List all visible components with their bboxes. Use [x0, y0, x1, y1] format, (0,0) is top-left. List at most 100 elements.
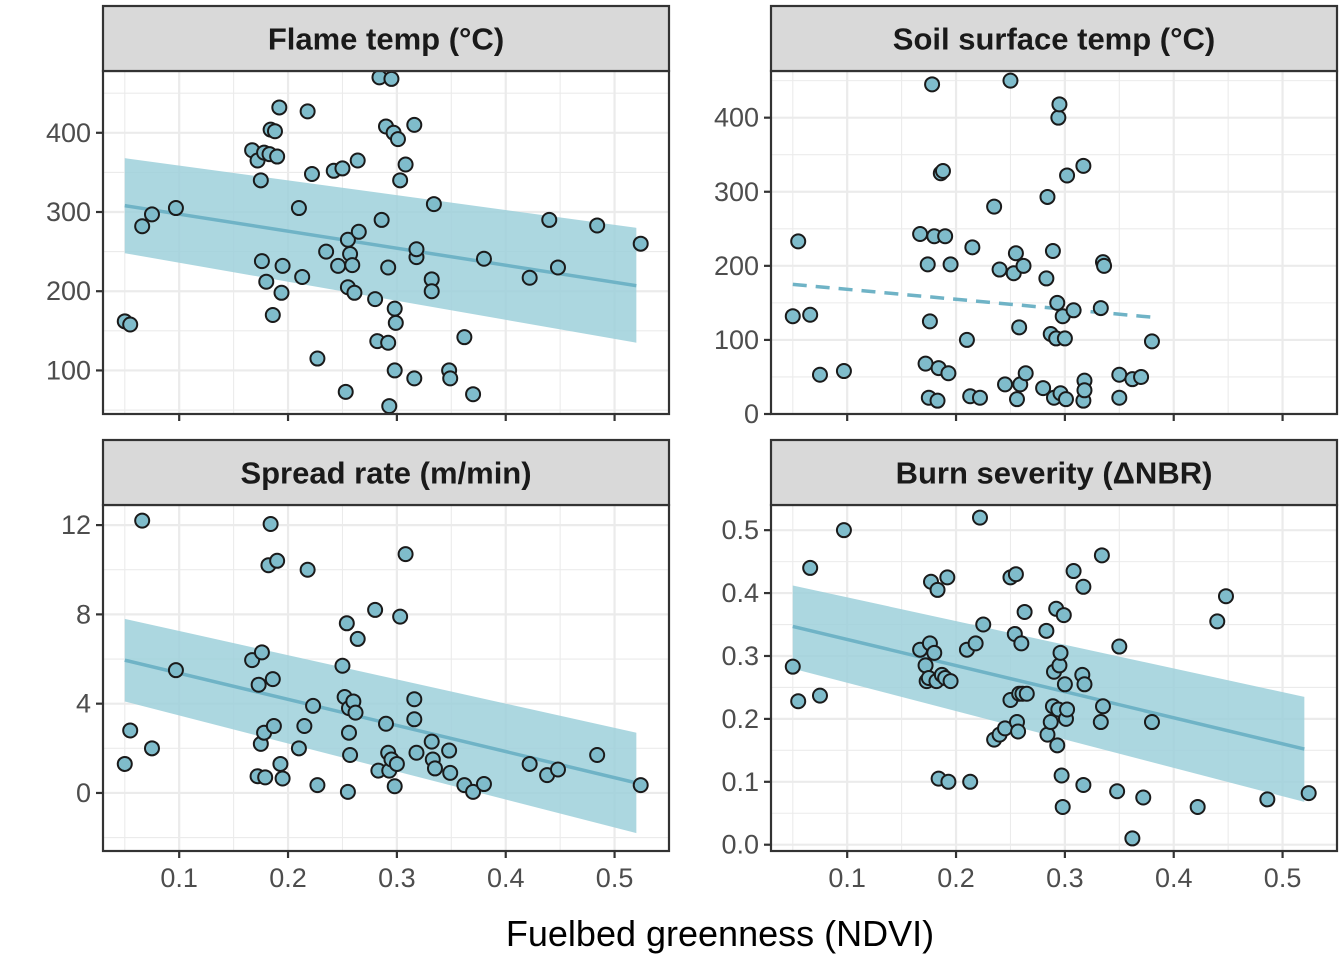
data-point — [811, 366, 828, 383]
data-point — [381, 398, 398, 414]
data-point — [344, 257, 361, 274]
data-point — [167, 662, 184, 679]
data-point — [334, 160, 351, 177]
y-tick-label: 0.5 — [721, 515, 759, 545]
x-tick-label: 0.2 — [937, 863, 975, 893]
data-point — [257, 769, 274, 786]
data-point — [250, 676, 267, 693]
data-point — [143, 206, 160, 223]
data-point — [406, 116, 423, 133]
data-point — [521, 755, 538, 772]
y-tick-label: 0.1 — [721, 767, 759, 797]
data-point — [1092, 714, 1109, 731]
data-point — [262, 515, 279, 532]
data-point — [441, 742, 458, 759]
data-point — [367, 601, 384, 618]
data-point — [290, 740, 307, 757]
data-point — [1092, 300, 1109, 317]
data-point — [1055, 607, 1072, 624]
data-point — [380, 259, 397, 276]
data-point — [811, 687, 828, 704]
data-point — [835, 522, 852, 539]
data-point — [1059, 701, 1076, 718]
data-point — [342, 747, 359, 764]
data-point — [1209, 613, 1226, 630]
y-tick-label: 0.0 — [721, 830, 759, 860]
data-point — [309, 350, 326, 367]
data-point — [939, 569, 956, 586]
fit-line — [124, 203, 637, 288]
data-point — [1051, 96, 1068, 113]
data-point — [1052, 644, 1069, 661]
y-tick-label: 0.3 — [721, 641, 759, 671]
strip-background — [101, 438, 671, 507]
y-tick-label: 0.4 — [721, 578, 759, 608]
data-point — [305, 697, 322, 714]
data-point — [632, 235, 649, 252]
data-point — [442, 370, 459, 387]
data-point — [367, 291, 384, 308]
x-tick-label: 0.5 — [596, 863, 634, 893]
data-point — [1010, 723, 1027, 740]
data-point — [340, 724, 357, 741]
data-point — [937, 228, 954, 245]
data-point — [962, 773, 979, 790]
data-point — [465, 386, 482, 403]
x-tick-label: 0.5 — [1264, 863, 1302, 893]
data-point — [958, 331, 975, 348]
data-point — [318, 243, 335, 260]
plot-layer — [116, 71, 649, 414]
data-point — [122, 316, 139, 333]
data-point — [549, 761, 566, 778]
strip-label: Burn severity (ΔNBR) — [896, 456, 1213, 491]
x-tick-label: 0.1 — [828, 863, 866, 893]
data-point — [264, 306, 281, 323]
data-point — [167, 200, 184, 217]
y-tick-label: 400 — [46, 118, 91, 148]
data-point — [1008, 391, 1025, 408]
data-point — [926, 644, 943, 661]
y-tick-label: 12 — [61, 510, 91, 540]
data-point — [397, 156, 414, 173]
plot-layer — [784, 509, 1317, 847]
data-point — [1075, 157, 1092, 174]
strip-background — [769, 4, 1339, 73]
y-tick-label: 100 — [714, 325, 759, 355]
data-point — [392, 608, 409, 625]
data-point — [339, 783, 356, 800]
data-point — [1015, 257, 1032, 274]
data-point — [521, 269, 538, 286]
data-point — [802, 559, 819, 576]
data-point — [967, 635, 984, 652]
data-point — [273, 284, 290, 301]
data-point — [265, 717, 282, 734]
data-point — [1038, 622, 1055, 639]
data-point — [309, 777, 326, 794]
data-point — [386, 362, 403, 379]
data-point — [252, 172, 269, 189]
data-point — [299, 561, 316, 578]
x-tick-label: 0.4 — [1155, 863, 1193, 893]
data-point — [784, 308, 801, 325]
y-tick-label: 8 — [76, 599, 91, 629]
data-point — [934, 163, 951, 180]
data-point — [589, 217, 606, 234]
data-point — [1096, 257, 1113, 274]
data-point — [1039, 188, 1056, 205]
data-point — [1300, 785, 1317, 802]
data-point — [1057, 391, 1074, 408]
plot-background — [771, 71, 1337, 414]
data-point — [116, 755, 133, 772]
data-point — [549, 259, 566, 276]
y-tick-label: 300 — [714, 177, 759, 207]
data-point — [264, 671, 281, 688]
data-point — [143, 740, 160, 757]
data-point — [269, 148, 286, 165]
data-point — [386, 778, 403, 795]
data-point — [971, 389, 988, 406]
y-tick-label: 200 — [714, 251, 759, 281]
data-point — [1109, 783, 1126, 800]
strip-label: Spread rate (m/min) — [240, 456, 531, 491]
data-point — [387, 314, 404, 331]
y-tick-label: 4 — [76, 689, 91, 719]
